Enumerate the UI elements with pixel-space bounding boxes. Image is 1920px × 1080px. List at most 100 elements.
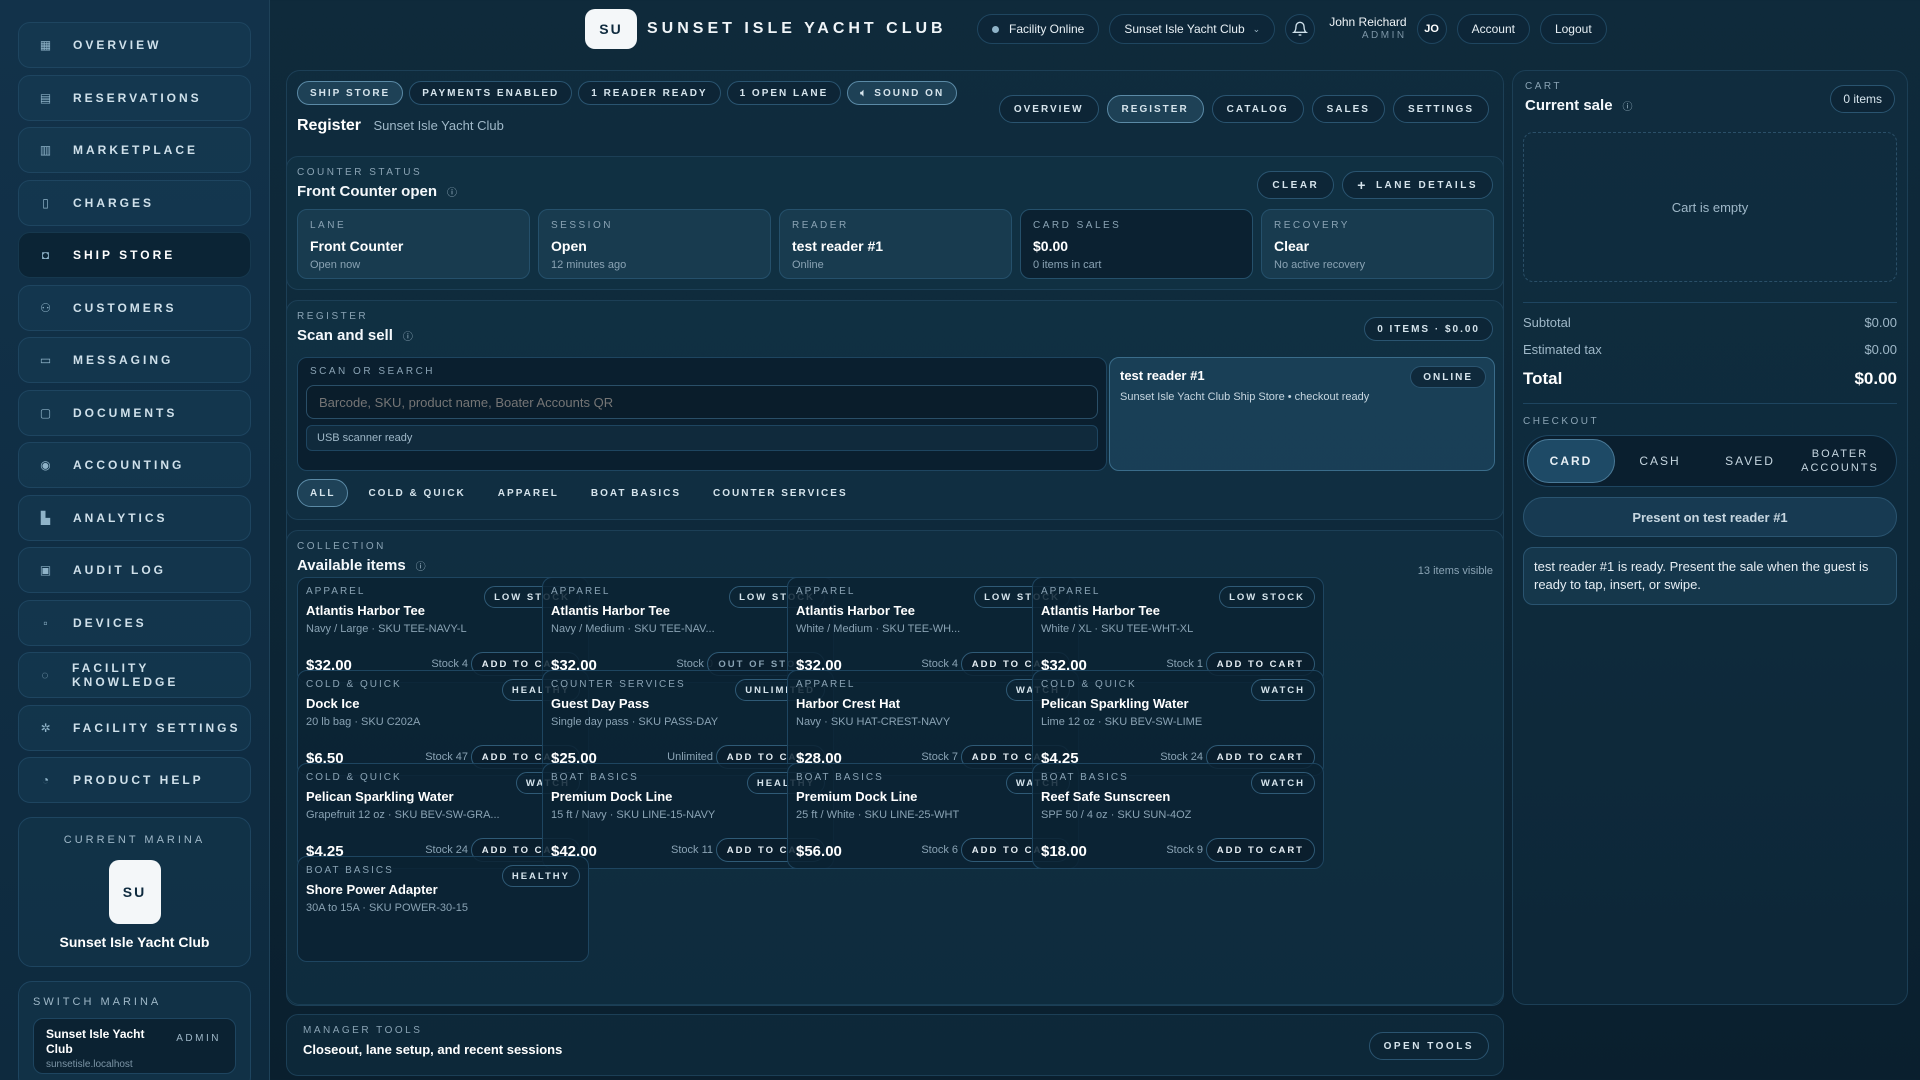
sidebar-item-charges[interactable]: ▯ CHARGES bbox=[18, 179, 251, 226]
product-sku: Lime 12 oz · SKU BEV-SW-LIME bbox=[1041, 716, 1203, 728]
filter-counter-services[interactable]: COUNTER SERVICES bbox=[713, 487, 848, 499]
sidebar-item-customers[interactable]: ⚇ CUSTOMERS bbox=[18, 284, 251, 331]
product-price: $32.00 bbox=[306, 657, 352, 674]
info-icon[interactable]: ⓘ bbox=[402, 332, 413, 343]
sidebar-item-label: MARKETPLACE bbox=[73, 143, 198, 157]
sidebar-item-marketplace[interactable]: ▥ MARKETPLACE bbox=[18, 127, 251, 173]
product-name: Atlantis Harbor Tee bbox=[796, 603, 915, 618]
product-sku: 30A to 15A · SKU POWER-30-15 bbox=[306, 902, 469, 914]
product-name: Guest Day Pass bbox=[551, 696, 650, 711]
add-to-cart-button[interactable]: ADD TO CART bbox=[1205, 838, 1315, 862]
method-cash[interactable]: CASH bbox=[1639, 454, 1681, 468]
sidebar-item-messaging[interactable]: ▭ MESSAGING bbox=[18, 337, 251, 383]
stock-status-badge: WATCH bbox=[1250, 679, 1315, 701]
user-info: John Reichard ADMIN bbox=[1329, 15, 1406, 43]
register-title: Scan and sell ⓘ bbox=[297, 327, 1493, 344]
method-boater-accounts[interactable]: BOATER ACCOUNTS bbox=[1801, 448, 1879, 474]
product-card[interactable]: COUNTER SERVICES Guest Day Pass Single day… bbox=[542, 670, 834, 776]
grid-icon: ▦ bbox=[39, 38, 55, 52]
sidebar-item-audit-log[interactable]: ▣ AUDIT LOG bbox=[18, 547, 251, 593]
tab-catalog[interactable]: CATALOG bbox=[1211, 95, 1304, 123]
facility-select[interactable]: Sunset Isle Yacht Club ⌄ bbox=[1109, 14, 1276, 44]
marina-logo: SU bbox=[108, 860, 161, 924]
filter-cold-quick[interactable]: COLD & QUICK bbox=[368, 487, 466, 499]
logout-button[interactable]: Logout bbox=[1539, 14, 1607, 44]
sidebar-item-documents[interactable]: ▢ DOCUMENTS bbox=[18, 389, 251, 436]
sound-toggle[interactable]: 🔈︎ SOUND ON bbox=[847, 81, 958, 105]
filter-apparel[interactable]: APPAREL bbox=[497, 487, 559, 499]
sidebar-item-facility-settings[interactable]: ✲ FACILITY SETTINGS bbox=[18, 704, 251, 751]
sidebar-item-label: FACILITY SETTINGS bbox=[73, 720, 241, 735]
category-filters: ALL COLD & QUICK APPAREL BOAT BASICS COU… bbox=[297, 479, 860, 507]
switch-marina-role: ADMIN bbox=[176, 1033, 221, 1044]
subtotal-label: Subtotal bbox=[1523, 315, 1571, 330]
product-card[interactable]: APPAREL Atlantis Harbor Tee Navy / Large ·… bbox=[297, 577, 589, 683]
sidebar-item-facility-knowledge[interactable]: ◌ FACILITY KNOWLEDGE bbox=[18, 652, 251, 698]
filter-all[interactable]: ALL bbox=[297, 479, 349, 507]
checkout-label: CHECKOUT bbox=[1523, 416, 1600, 427]
product-category: BOAT BASICS bbox=[1041, 772, 1129, 783]
product-card[interactable]: COLD & QUICK Pelican Sparkling Water Lime … bbox=[1032, 670, 1324, 776]
info-icon[interactable]: ⓘ bbox=[415, 562, 426, 573]
tab-overview[interactable]: OVERVIEW bbox=[998, 95, 1099, 123]
product-card[interactable]: BOAT BASICS Reef Safe Sunscreen SPF 50 / 4… bbox=[1032, 763, 1324, 869]
product-card[interactable]: COLD & QUICK Pelican Sparkling Water Grape… bbox=[297, 763, 589, 869]
product-price: $32.00 bbox=[551, 657, 597, 674]
product-category: COUNTER SERVICES bbox=[551, 679, 686, 690]
sidebar-item-reservations[interactable]: ▤ RESERVATIONS bbox=[18, 74, 251, 121]
method-card[interactable]: CARD bbox=[1527, 439, 1615, 483]
calendar-icon: ▤ bbox=[39, 90, 55, 105]
present-on-reader-button[interactable]: Present on test reader #1 bbox=[1523, 497, 1897, 537]
page-heading: Register Sunset Isle Yacht Club bbox=[297, 117, 504, 135]
stock-status-badge: HEALTHY bbox=[501, 865, 580, 887]
product-card[interactable]: APPAREL Atlantis Harbor Tee White / Medium… bbox=[787, 577, 1079, 683]
tag-reader: 1 READER READY bbox=[578, 81, 721, 105]
status-tags: SHIP STORE PAYMENTS ENABLED 1 READER REA… bbox=[297, 81, 958, 105]
cart-title-text: Current sale bbox=[1525, 97, 1613, 114]
sidebar-item-ship-store[interactable]: ◘ SHIP STORE bbox=[18, 232, 251, 278]
sidebar-item-label: DEVICES bbox=[73, 615, 147, 630]
tab-register[interactable]: REGISTER bbox=[1106, 95, 1204, 123]
chevron-down-icon: ⌄ bbox=[1252, 23, 1261, 34]
page-subtitle: Sunset Isle Yacht Club bbox=[373, 118, 504, 133]
sidebar-item-accounting[interactable]: ◉ ACCOUNTING bbox=[18, 442, 251, 488]
product-category: BOAT BASICS bbox=[796, 772, 884, 783]
product-stock: Stock 24 bbox=[425, 844, 468, 856]
product-card[interactable]: APPAREL Atlantis Harbor Tee White / XL · S… bbox=[1032, 577, 1324, 683]
notifications-button[interactable] bbox=[1285, 14, 1316, 44]
product-name: Reef Safe Sunscreen bbox=[1041, 789, 1171, 804]
search-input[interactable] bbox=[306, 385, 1098, 419]
tab-settings[interactable]: SETTINGS bbox=[1392, 95, 1489, 123]
sidebar-item-analytics[interactable]: ▙ ANALYTICS bbox=[18, 494, 251, 541]
lane-details-label: LANE DETAILS bbox=[1375, 179, 1478, 191]
product-name: Shore Power Adapter bbox=[306, 882, 438, 897]
product-sku: 20 lb bag · SKU C202A bbox=[306, 716, 421, 728]
clear-button[interactable]: CLEAR bbox=[1257, 171, 1335, 199]
account-button[interactable]: Account bbox=[1456, 14, 1530, 44]
filter-boat-basics[interactable]: BOAT BASICS bbox=[590, 487, 681, 499]
reader-panel[interactable]: test reader #1 Sunset Isle Yacht Club Sh… bbox=[1109, 357, 1495, 471]
product-stock: Unlimited bbox=[667, 751, 713, 763]
product-card[interactable]: APPAREL Atlantis Harbor Tee Navy / Medium … bbox=[542, 577, 834, 683]
open-tools-button[interactable]: OPEN TOOLS bbox=[1368, 1032, 1489, 1060]
brand[interactable]: SU SUNSET ISLE YACHT CLUB bbox=[585, 9, 947, 49]
switch-marina-host: sunsetisle.localhost bbox=[46, 1059, 133, 1070]
stat-value: test reader #1 bbox=[792, 238, 884, 254]
stat-key: READER bbox=[792, 220, 849, 231]
info-icon[interactable]: ⓘ bbox=[1622, 102, 1633, 113]
sidebar-item-overview[interactable]: ▦ OVERVIEW bbox=[18, 22, 251, 68]
search-label: SCAN OR SEARCH bbox=[310, 366, 436, 377]
switch-marina-item[interactable]: Sunset Isle Yacht Club sunsetisle.localh… bbox=[33, 1018, 236, 1074]
lane-details-button[interactable]: + LANE DETAILS bbox=[1342, 171, 1493, 199]
current-marina-card: CURRENT MARINA SU Sunset Isle Yacht Club bbox=[18, 817, 251, 967]
product-card[interactable]: BOAT BASICS Shore Power Adapter 30A to 15A… bbox=[297, 856, 589, 962]
tab-sales[interactable]: SALES bbox=[1311, 95, 1385, 123]
sidebar-item-devices[interactable]: ▫ DEVICES bbox=[18, 599, 251, 646]
sidebar-item-product-help[interactable]: ◔ PRODUCT HELP bbox=[18, 757, 251, 803]
avatar[interactable]: JO bbox=[1416, 14, 1447, 44]
info-icon[interactable]: ⓘ bbox=[446, 188, 457, 199]
method-saved[interactable]: SAVED bbox=[1725, 454, 1775, 468]
stat-sub: 0 items in cart bbox=[1033, 259, 1102, 271]
manager-tools-section: MANAGER TOOLS Closeout, lane setup, and … bbox=[286, 1014, 1504, 1076]
product-category: COLD & QUICK bbox=[306, 679, 402, 690]
